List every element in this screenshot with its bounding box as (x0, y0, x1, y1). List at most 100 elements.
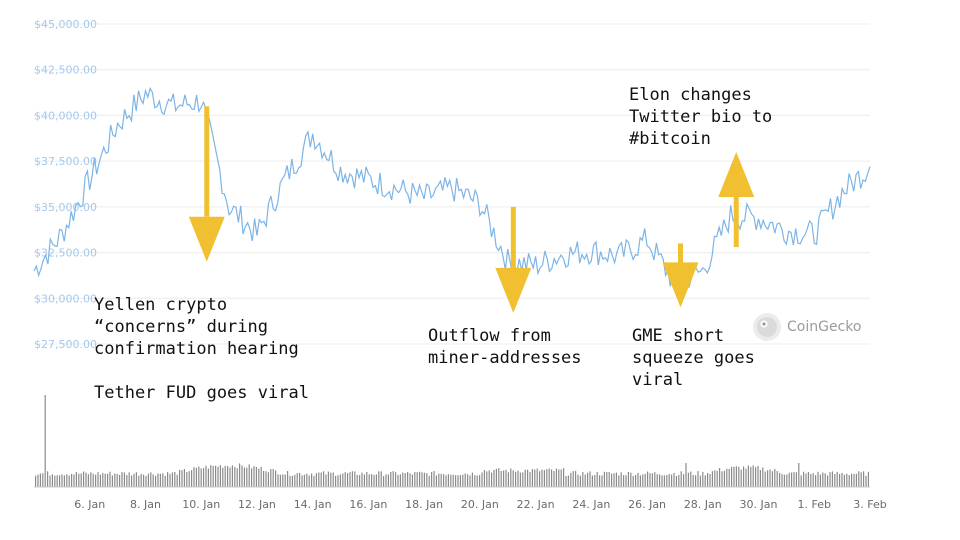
volume-bar (510, 468, 512, 487)
volume-bar (810, 473, 812, 487)
volume-bar (392, 471, 394, 487)
volume-bar (685, 463, 687, 487)
volume-bar (627, 471, 629, 487)
volume-bar (435, 475, 437, 487)
volume-bar (380, 471, 382, 487)
volume-bar (171, 472, 173, 487)
volume-bar (287, 471, 289, 487)
volume-bar (865, 475, 867, 487)
volume-bar (207, 468, 209, 487)
volume-bar (183, 469, 185, 487)
volume-bar (75, 471, 77, 487)
volume-bar (767, 470, 769, 487)
volume-bar (332, 472, 334, 487)
volume-bar (707, 473, 709, 487)
volume-bar (323, 471, 325, 487)
volume-bar (411, 474, 413, 487)
volume-bar (546, 469, 548, 487)
volume-bar (635, 475, 637, 487)
volume-bar (131, 475, 133, 487)
volume-bar (704, 475, 706, 487)
volume-bar (755, 467, 757, 487)
volume-bar (356, 474, 358, 487)
volume-bar (750, 466, 752, 487)
volume-bar (536, 468, 538, 487)
volume-bar (457, 475, 459, 487)
volume-bar (800, 475, 802, 487)
volume-bar (109, 471, 111, 487)
volume-bar (450, 474, 452, 487)
volume-bar (793, 472, 795, 487)
volume-bar (747, 465, 749, 487)
volume-bar (181, 470, 183, 487)
volume-bar (623, 475, 625, 487)
volume-bar (35, 475, 37, 487)
volume-bar (651, 473, 653, 487)
volume-bar (752, 465, 754, 487)
volume-bar (788, 472, 790, 487)
volume-bar (241, 465, 243, 487)
volume-bar (92, 473, 94, 487)
volume-bar (49, 475, 51, 487)
x-tick-label: 20. Jan (461, 498, 499, 511)
volume-bar (313, 475, 315, 487)
volume-bar (603, 471, 605, 487)
volume-bar (541, 469, 543, 487)
volume-bar (325, 474, 327, 487)
volume-bar (111, 475, 113, 487)
volume-bar (531, 469, 533, 487)
x-tick-label: 26. Jan (628, 498, 666, 511)
volume-bar (138, 475, 140, 487)
volume-bar (301, 475, 303, 487)
volume-bar (174, 472, 176, 487)
volume-bar (743, 466, 745, 487)
gridlines (34, 23, 870, 345)
volume-bar (253, 466, 255, 487)
volume-bar (673, 473, 675, 487)
volume-bar (248, 464, 250, 487)
volume-bar (85, 472, 87, 487)
volume-bar (723, 470, 725, 487)
annotation-arrow-down (188, 106, 225, 262)
volume-bar (687, 472, 689, 487)
volume-bar (397, 475, 399, 487)
annotation-gme: GME short squeeze goes viral (632, 326, 755, 390)
volume-bar (383, 476, 385, 487)
volume-bar (620, 472, 622, 487)
volume-bar (512, 470, 514, 487)
volume-bar (563, 468, 565, 487)
volume-bar (104, 473, 106, 487)
volume-bar (78, 473, 80, 487)
volume-bar (423, 472, 425, 487)
volume-bar (212, 466, 214, 487)
volume-bar (291, 475, 293, 487)
volume-bar (582, 472, 584, 487)
volume-bar (330, 472, 332, 487)
volume-bar (152, 474, 154, 487)
volume-bar (234, 466, 236, 487)
volume-bar (529, 472, 531, 487)
x-tick-label: 1. Feb (798, 498, 831, 511)
y-tick-label: $37,500.00 (34, 155, 97, 168)
volume-bar (385, 474, 387, 487)
volume-bar (433, 471, 435, 487)
price-line (33, 86, 871, 288)
volume-bar (565, 476, 567, 487)
volume-bar (471, 472, 473, 487)
volume-bar (791, 472, 793, 487)
x-tick-label: 18. Jan (405, 498, 443, 511)
volume-bar (344, 472, 346, 487)
volume-bar (203, 468, 205, 487)
volume-bar (618, 475, 620, 487)
volume-bars (35, 395, 869, 487)
volume-bar (83, 471, 85, 487)
volume-bar (56, 475, 58, 487)
volume-bar (155, 475, 157, 487)
volume-bar (121, 472, 123, 487)
volume-bar (368, 474, 370, 487)
volume-bar (296, 473, 298, 487)
volume-bar (738, 466, 740, 487)
volume-bar (606, 472, 608, 487)
volume-bar (601, 475, 603, 487)
volume-bar (654, 472, 656, 487)
